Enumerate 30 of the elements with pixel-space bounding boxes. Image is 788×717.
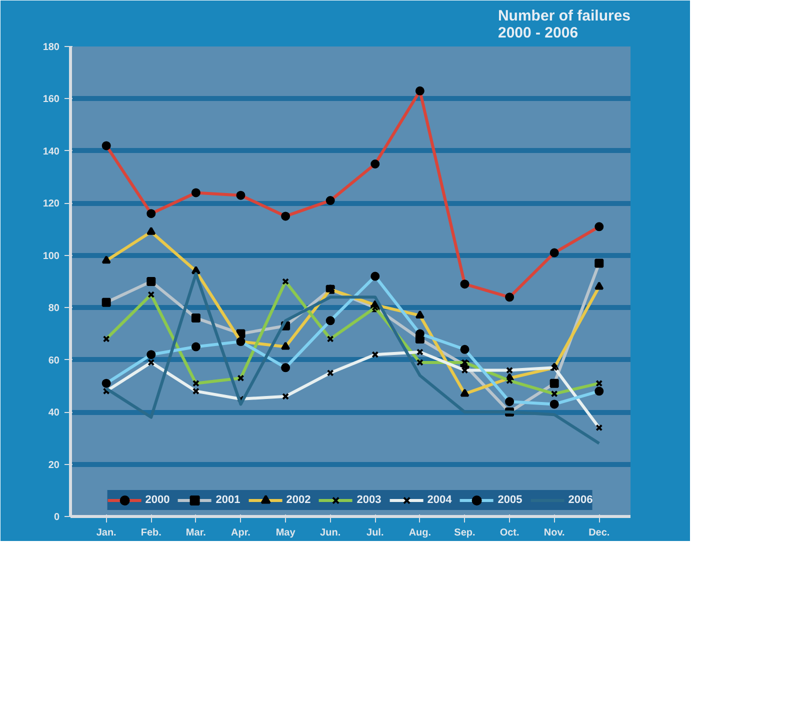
y-tick-label: 120: [42, 198, 60, 210]
legend-label: 2001: [216, 494, 240, 506]
x-tick-label: Aug.: [408, 528, 432, 538]
x-tick-label: Feb.: [140, 528, 162, 538]
x-tick-label: Jan.: [96, 528, 117, 538]
legend-label: 2004: [427, 494, 452, 506]
y-tick-label: 100: [42, 250, 60, 262]
legend-label: 2006: [568, 494, 593, 506]
legend-label: 2003: [356, 494, 382, 506]
x-tick-label: Mar.: [186, 528, 206, 538]
x-tick-label: Dec.: [588, 528, 610, 538]
chart-title: Number of failures 2000 - 2006: [498, 8, 631, 42]
y-tick-label: 60: [48, 355, 60, 366]
x-tick-label: Sep.: [454, 528, 476, 538]
legend-label: 2000: [145, 494, 170, 506]
y-tick-label: 80: [48, 303, 60, 314]
y-tick-label: 180: [42, 42, 60, 53]
legend-label: 2005: [498, 494, 522, 506]
y-tick-label: 140: [42, 146, 60, 158]
x-tick-label: Jun.: [320, 528, 341, 538]
y-tick-label: 0: [54, 512, 60, 523]
x-tick-label: Apr.: [231, 528, 251, 538]
y-tick-label: 40: [48, 408, 60, 419]
legend-label: 2002: [286, 494, 311, 506]
y-tick-label: 160: [42, 94, 60, 106]
y-tick-label: 20: [48, 460, 60, 471]
x-tick-label: Nov.: [544, 528, 566, 538]
x-tick-label: May: [276, 528, 296, 538]
x-tick-label: Jul.: [366, 528, 384, 538]
x-tick-label: Oct.: [500, 528, 520, 538]
